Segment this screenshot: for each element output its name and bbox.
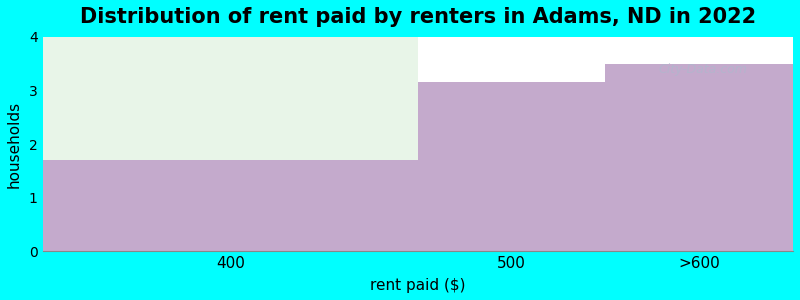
Bar: [42, 37, 418, 160]
Bar: [42, 160, 418, 251]
Text: City-Data.com: City-Data.com: [658, 63, 747, 76]
Bar: [418, 82, 606, 251]
Y-axis label: households: households: [7, 100, 22, 188]
Bar: [606, 64, 793, 251]
Title: Distribution of rent paid by renters in Adams, ND in 2022: Distribution of rent paid by renters in …: [80, 7, 756, 27]
X-axis label: rent paid ($): rent paid ($): [370, 278, 466, 293]
